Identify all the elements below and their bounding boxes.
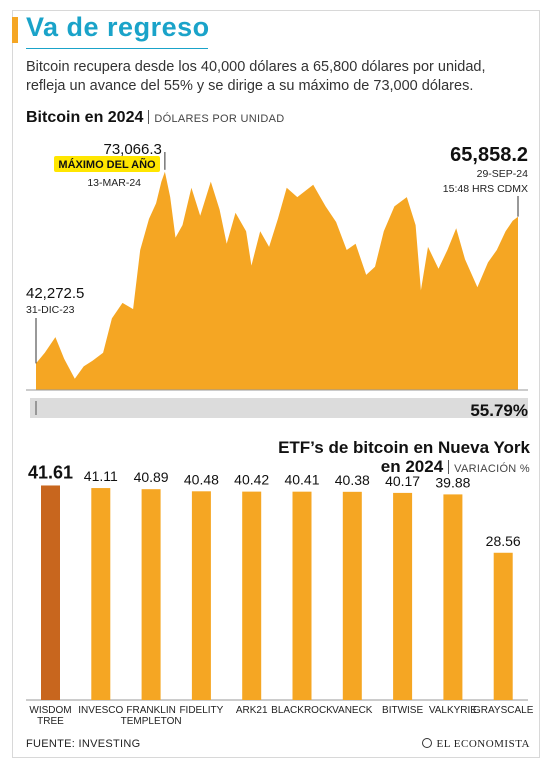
bar-category-label: VALKYRIE: [429, 705, 477, 716]
start-date-label: 31-DIC-23: [26, 304, 75, 316]
change-bar: [30, 398, 528, 418]
bar-value-label: 40.38: [335, 472, 370, 488]
page-subtitle: Bitcoin recupera desde los 40,000 dólare…: [26, 59, 486, 94]
last-date-label: 29-SEP-24: [477, 168, 529, 180]
bar-bitwise: [393, 492, 413, 700]
bar-chart-title-line1: ETF’s de bitcoin en Nueva York: [278, 438, 530, 457]
max-badge-label: MÁXIMO DEL AÑO: [58, 158, 156, 171]
line-chart-heading: Bitcoin en 2024 DÓLARES POR UNIDAD: [26, 109, 284, 127]
bar-value-label: 40.41: [284, 472, 319, 488]
bar-grayscale: [493, 552, 513, 700]
heading-separator: [448, 460, 450, 474]
line-chart-title: Bitcoin en 2024: [26, 109, 144, 126]
source-note: FUENTE: INVESTING: [26, 738, 141, 750]
brand-name: EL ECONOMISTA: [436, 738, 530, 750]
bar-value-label: 40.89: [134, 469, 169, 485]
brand-logo: EL ECONOMISTA: [422, 738, 530, 750]
bar-wisdom-tree: [41, 485, 60, 700]
bar-category-label: FRANKLIN: [126, 705, 175, 716]
bar-category-label: WISDOM: [29, 705, 71, 716]
title-underline: [26, 48, 208, 49]
bar-chart-unit: VARIACIÓN %: [454, 463, 530, 475]
last-value-label: 65,858.2: [450, 144, 528, 166]
bar-vaneck: [342, 491, 362, 700]
max-badge-bg: [54, 156, 160, 172]
heading-separator: [148, 110, 150, 124]
bar-value-label: 40.42: [234, 472, 269, 488]
bar-ark21: [242, 491, 262, 700]
page-title: Va de regreso: [26, 12, 210, 42]
change-value-label: 55.79%: [470, 401, 528, 420]
bar-fidelity: [191, 491, 211, 700]
bar-category-label: BLACKROCK: [271, 705, 333, 716]
bar-value-label: 40.48: [184, 471, 219, 487]
bar-blackrock: [292, 491, 312, 700]
bar-franklin-templeton: [141, 489, 161, 700]
brand-icon: [422, 738, 433, 748]
bar-category-label: VANECK: [332, 705, 373, 716]
bar-value-label: 28.56: [486, 533, 521, 549]
bar-category-label: GRAYSCALE: [473, 705, 534, 716]
line-chart-unit: DÓLARES POR UNIDAD: [154, 113, 285, 125]
bitcoin-price-area: [36, 171, 518, 390]
bar-category-label: ARK21: [236, 705, 268, 716]
bar-value-label: 41.11: [84, 468, 118, 484]
bar-valkyrie: [443, 494, 463, 700]
bar-chart-title-line2: en 2024: [380, 457, 444, 476]
bar-value-label: 40.17: [385, 473, 420, 489]
bar-value-label: 41.61: [28, 462, 73, 482]
start-value-label: 42,272.5: [26, 285, 84, 302]
max-date-label: 13-MAR-24: [87, 177, 141, 189]
bar-category-label: BITWISE: [382, 705, 423, 716]
bar-category-label: INVESCO: [78, 705, 123, 716]
bar-category-label: TREE: [37, 716, 64, 727]
bar-value-label: 39.88: [435, 474, 470, 490]
bar-invesco: [91, 488, 111, 700]
last-time-label: 15:48 HRS CDMX: [443, 183, 528, 195]
max-value-label: 73,066.3: [103, 141, 161, 158]
bar-category-label: FIDELITY: [179, 705, 223, 716]
bar-chart-title-line2-row: en 2024 VARIACIÓN %: [278, 457, 530, 479]
title-accent-bar: [12, 17, 18, 43]
bar-chart-heading: ETF’s de bitcoin en Nueva York en 2024 VA…: [278, 438, 530, 479]
bar-category-label: TEMPLETON: [121, 716, 182, 727]
